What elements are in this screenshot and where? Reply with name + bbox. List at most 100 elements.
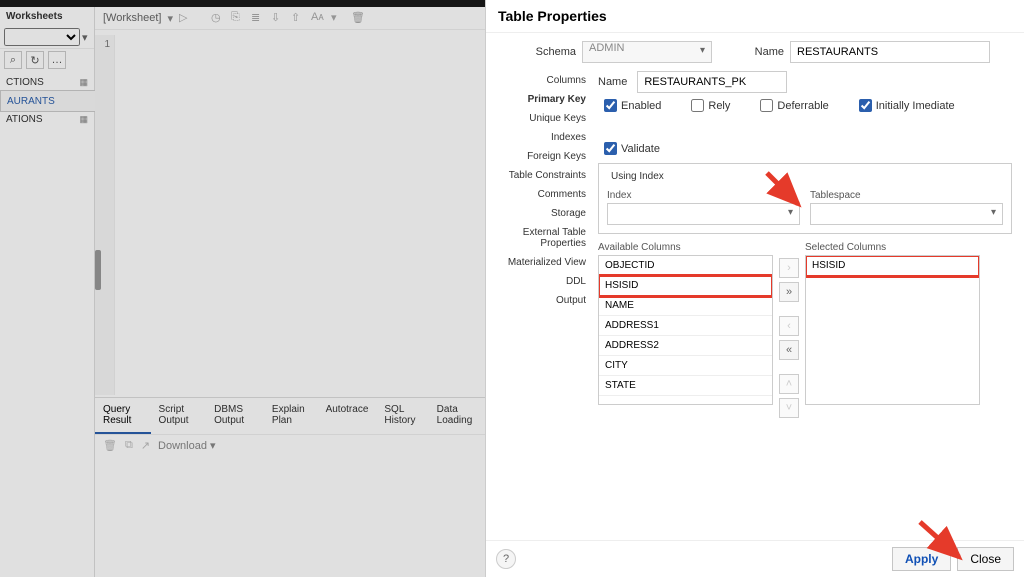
- worksheet-tab[interactable]: [Worksheet]: [103, 12, 162, 24]
- nav-comments[interactable]: Comments: [498, 185, 588, 204]
- nav-matview[interactable]: Materialized View: [498, 253, 588, 272]
- validate-checkbox[interactable]: Validate: [604, 142, 660, 155]
- selected-list[interactable]: HSISID: [805, 255, 980, 405]
- trace-icon[interactable]: ≣: [251, 11, 265, 25]
- tab-data-load[interactable]: Data Loading: [429, 398, 485, 434]
- help-icon[interactable]: ?: [496, 549, 516, 569]
- initially-checkbox[interactable]: Initially Imediate: [859, 99, 955, 112]
- move-all-right-button[interactable]: »: [779, 282, 799, 302]
- splitter-handle[interactable]: [95, 250, 101, 290]
- initially-label: Initially Imediate: [876, 100, 955, 112]
- schema-select[interactable]: ADMIN: [582, 41, 712, 63]
- left-select-1[interactable]: [4, 28, 80, 46]
- tablespace-select[interactable]: [810, 203, 1003, 225]
- more-icon-btn[interactable]: …: [48, 51, 66, 69]
- move-left-button[interactable]: ‹: [779, 316, 799, 336]
- download-menu[interactable]: Download ▾: [158, 439, 216, 452]
- left-panel-header: Worksheets: [0, 7, 94, 26]
- worksheet-toolbar: [Worksheet] ▾ ▷ ◷ ⎘ ≣ ⇩ ⇧ Aᴀ ▾ 🗑: [95, 7, 485, 30]
- nav-external[interactable]: External Table Properties: [498, 223, 588, 253]
- left-item[interactable]: CTIONS ▦: [0, 75, 94, 90]
- table-icon: ▦: [79, 77, 88, 88]
- tab-script-output[interactable]: Script Output: [151, 398, 207, 434]
- nav-foreign-keys[interactable]: Foreign Keys: [498, 147, 588, 166]
- using-index-box: Using Index Index Tablespace: [598, 163, 1012, 234]
- left-item-label: ATIONS: [6, 114, 42, 125]
- move-all-left-button[interactable]: «: [779, 340, 799, 360]
- nav-primary-key[interactable]: Primary Key: [498, 90, 588, 109]
- tab-sql-history[interactable]: SQL History: [376, 398, 428, 434]
- props-sidenav: Columns Primary Key Unique Keys Indexes …: [498, 71, 588, 418]
- chevron-down-icon: ▾: [82, 31, 88, 44]
- list-item[interactable]: HSISID: [806, 256, 979, 276]
- search-icon-btn[interactable]: ⌕: [4, 51, 22, 69]
- refresh-icon-btn[interactable]: ↻: [26, 51, 44, 69]
- close-button[interactable]: Close: [957, 547, 1014, 571]
- dl-icon[interactable]: ⇩: [271, 11, 285, 25]
- pk-content: Name Enabled Rely Deferrable Initially I…: [598, 71, 1012, 418]
- left-item-label: AURANTS: [7, 96, 55, 107]
- nav-table-constraints[interactable]: Table Constraints: [498, 166, 588, 185]
- clock-icon[interactable]: ◷: [211, 11, 225, 25]
- trash-icon[interactable]: 🗑: [351, 11, 365, 25]
- list-item[interactable]: ADDRESS1: [599, 316, 772, 336]
- nav-indexes[interactable]: Indexes: [498, 128, 588, 147]
- index-label: Index: [607, 190, 800, 201]
- schema-value: ADMIN: [589, 42, 624, 54]
- rely-checkbox[interactable]: Rely: [691, 99, 730, 112]
- deferrable-label: Deferrable: [777, 100, 828, 112]
- list-item[interactable]: NAME: [599, 296, 772, 316]
- results-toolbar: 🗑 ⧉ ↗ Download ▾: [95, 435, 485, 456]
- left-items: CTIONS ▦ AURANTS ▦ ATIONS ▦: [0, 71, 94, 131]
- left-panel: Worksheets ▾ ⌕ ↻ … CTIONS ▦ AURANTS ▦ ATIO…: [0, 7, 95, 577]
- move-down-button[interactable]: ˅: [779, 398, 799, 418]
- nav-unique-keys[interactable]: Unique Keys: [498, 109, 588, 128]
- apply-button[interactable]: Apply: [892, 547, 951, 571]
- column-shuttle: Available Columns OBJECTID HSISID NAME A…: [598, 242, 1012, 418]
- font-icon[interactable]: Aᴀ: [311, 11, 325, 25]
- nav-output[interactable]: Output: [498, 291, 588, 310]
- copy-icon[interactable]: ⧉: [125, 439, 133, 452]
- trash-icon[interactable]: 🗑: [103, 439, 117, 452]
- list-item[interactable]: HSISID: [599, 276, 772, 296]
- download-label: Download: [158, 440, 207, 452]
- nav-ddl[interactable]: DDL: [498, 272, 588, 291]
- available-list[interactable]: OBJECTID HSISID NAME ADDRESS1 ADDRESS2 C…: [598, 255, 773, 405]
- nav-columns[interactable]: Columns: [498, 71, 588, 90]
- list-item[interactable]: ADDRESS2: [599, 336, 772, 356]
- line-number: 1: [99, 39, 110, 50]
- tablespace-label: Tablespace: [810, 190, 1003, 201]
- left-item[interactable]: ATIONS ▦: [0, 112, 94, 127]
- results-panel: Query Result Script Output DBMS Output E…: [95, 397, 485, 577]
- table-name-input[interactable]: [790, 41, 990, 63]
- list-item[interactable]: CITY: [599, 356, 772, 376]
- tab-query-result[interactable]: Query Result: [95, 398, 151, 434]
- plan-icon[interactable]: ⎘: [231, 11, 245, 25]
- using-index-header: Using Index: [607, 171, 668, 182]
- index-select[interactable]: [607, 203, 800, 225]
- up-icon[interactable]: ⇧: [291, 11, 305, 25]
- table-icon: ▦: [79, 114, 88, 125]
- pk-name-input[interactable]: [637, 71, 787, 93]
- enabled-checkbox[interactable]: Enabled: [604, 99, 661, 112]
- tab-autotrace[interactable]: Autotrace: [318, 398, 377, 434]
- left-item-label: CTIONS: [6, 77, 44, 88]
- selected-header: Selected Columns: [805, 242, 980, 253]
- run-icon[interactable]: ▷: [179, 11, 193, 25]
- enabled-label: Enabled: [621, 100, 661, 112]
- move-right-button[interactable]: ›: [779, 258, 799, 278]
- chevron-down-icon[interactable]: ▾: [168, 12, 174, 25]
- tab-dbms-output[interactable]: DBMS Output: [206, 398, 264, 434]
- nav-storage[interactable]: Storage: [498, 204, 588, 223]
- list-item[interactable]: STATE: [599, 376, 772, 396]
- open-icon[interactable]: ↗: [141, 439, 150, 452]
- chevron-down-icon[interactable]: ▾: [331, 11, 345, 25]
- move-up-button[interactable]: ˄: [779, 374, 799, 394]
- list-item[interactable]: OBJECTID: [599, 256, 772, 276]
- editor-gutter: 1: [95, 35, 115, 395]
- rely-label: Rely: [708, 100, 730, 112]
- worksheet-area: [Worksheet] ▾ ▷ ◷ ⎘ ≣ ⇩ ⇧ Aᴀ ▾ 🗑 1 Query…: [95, 7, 485, 577]
- name-label: Name: [744, 46, 784, 58]
- deferrable-checkbox[interactable]: Deferrable: [760, 99, 828, 112]
- tab-explain-plan[interactable]: Explain Plan: [264, 398, 318, 434]
